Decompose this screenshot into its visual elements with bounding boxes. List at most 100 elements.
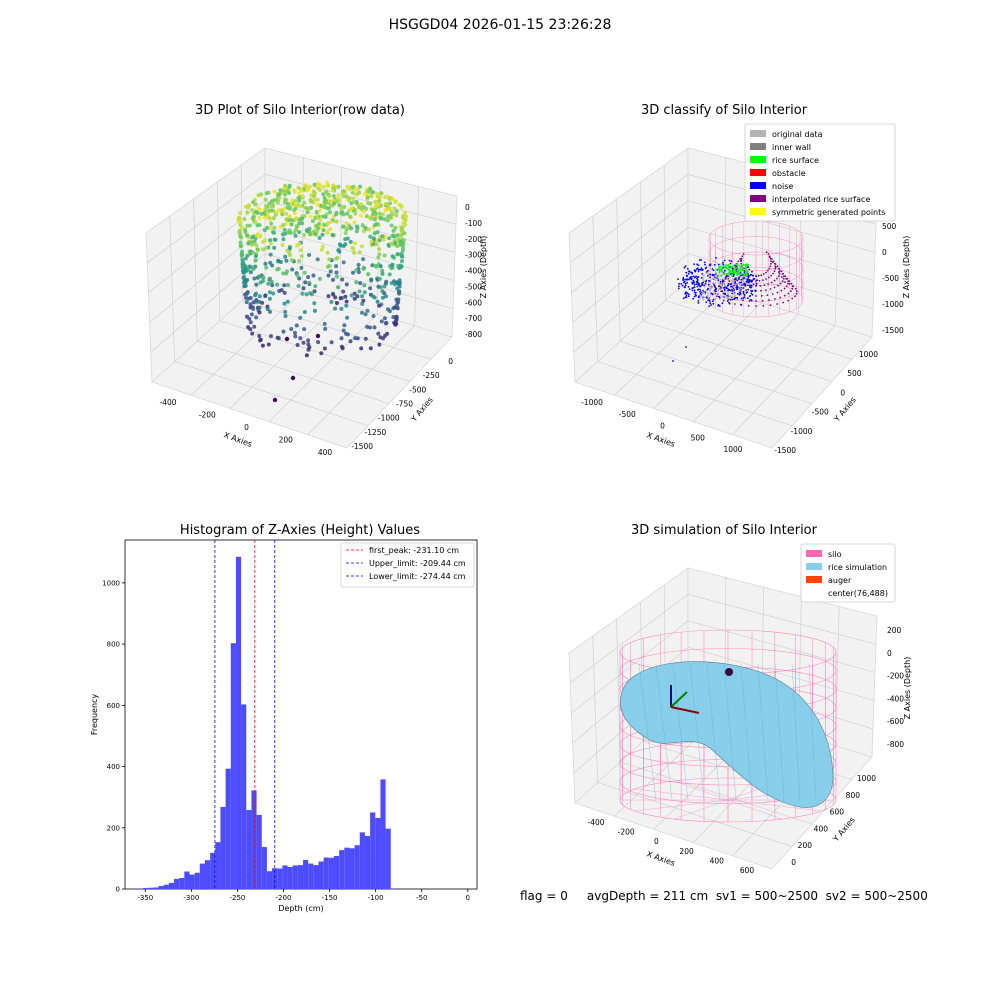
- panel1-point: [248, 302, 253, 307]
- panel2-noise-point: [707, 283, 710, 286]
- panel1-point: [307, 232, 312, 236]
- panel2-noise-point: [697, 288, 700, 291]
- panel1-point: [350, 190, 355, 195]
- panel1-point: [238, 211, 243, 215]
- panel2-noise-point: [733, 274, 735, 276]
- panel4-y-tick: 200: [798, 841, 813, 850]
- panel2-interp-point: [742, 299, 744, 301]
- panel2-noise-point: [712, 274, 714, 277]
- panel1-point: [280, 243, 285, 247]
- panel1-point: [333, 212, 338, 217]
- panel2-y-tick: -500: [812, 408, 829, 417]
- panel2-interp-point: [780, 289, 783, 292]
- hist-legend-label: Upper_limit: -209.44 cm: [369, 559, 466, 568]
- panel4-silo-spoke: [673, 799, 729, 820]
- panel1-gridline: [242, 300, 432, 360]
- panel2-noise-point: [747, 288, 749, 291]
- hist-x-tick: -50: [416, 894, 427, 902]
- panel2-original-point: [732, 281, 735, 283]
- panel4-legend-swatch: [806, 550, 822, 557]
- panel1-point: [267, 296, 272, 301]
- panel2-interp-point: [785, 278, 787, 280]
- panel1-point: [307, 253, 312, 257]
- panel1-point: [334, 219, 339, 224]
- panel1-point: [265, 307, 270, 311]
- panel1-gridline: [149, 226, 266, 323]
- panel4-silo-spoke: [727, 799, 783, 820]
- panel4-z-tick: -400: [887, 694, 904, 703]
- panel1-point: [343, 294, 348, 299]
- panel4-gridline: [687, 646, 875, 701]
- panel1-point: [382, 217, 387, 222]
- panel1-gridline: [146, 174, 266, 264]
- panel1-point: [364, 214, 369, 219]
- panel1-point: [237, 231, 242, 236]
- panel1-point: [307, 345, 312, 350]
- panel2-original-point: [744, 291, 746, 293]
- panel2-noise-point: [716, 269, 719, 271]
- panel4-z-tick: -800: [887, 740, 904, 749]
- panel2-x-tick: -1000: [581, 398, 603, 407]
- panel1-point: [242, 284, 247, 289]
- panel1-point: [344, 282, 349, 287]
- panel1-point: [323, 326, 328, 331]
- panel1-point: [349, 226, 354, 231]
- panel1-point: [303, 280, 308, 285]
- panel2-noise-point: [750, 273, 752, 276]
- panel1-point: [264, 246, 269, 251]
- panel1-point: [354, 268, 358, 273]
- hist-bar: [339, 850, 345, 889]
- panel2-gridline: [692, 313, 799, 422]
- panel1-point: [344, 227, 349, 232]
- panel2-original-point: [713, 277, 715, 280]
- panel1-x-label: X Axies: [222, 430, 253, 449]
- panel2-noise-point: [738, 293, 741, 296]
- panel1-point: [293, 334, 298, 339]
- panel4-surface-mesh: [723, 663, 737, 801]
- panel2-noise-point: [722, 263, 725, 266]
- panel1-point: [394, 297, 399, 302]
- panel2-noise-point: [710, 304, 712, 306]
- panel1-point: [307, 280, 312, 285]
- panel1-point: [339, 206, 344, 211]
- hist-bar: [328, 857, 334, 889]
- panel1-point: [305, 188, 310, 193]
- panel1-x-tick: -400: [159, 398, 176, 407]
- panel1-point: [316, 226, 321, 231]
- panel1-point: [379, 216, 384, 221]
- panel2-original-point: [740, 280, 743, 282]
- panel2-noise-point: [750, 285, 753, 288]
- panel1-point: [331, 198, 336, 203]
- panel2-noise-point: [722, 261, 724, 264]
- panel1-point: [357, 250, 362, 255]
- panel1-point: [328, 210, 332, 215]
- panel1-y-tick: -1250: [365, 428, 387, 437]
- panel1-point: [308, 214, 313, 219]
- panel2-original-point: [740, 287, 742, 290]
- panel2-noise-point: [751, 289, 754, 292]
- panel2-original-point: [731, 297, 734, 300]
- panel4-rice-surface: [620, 661, 834, 808]
- panel1-point: [322, 321, 327, 326]
- panel1-point: [325, 221, 330, 226]
- panel4-legend-swatch: [806, 576, 822, 583]
- panel1-point: [318, 218, 323, 223]
- panel1-point: [375, 222, 380, 227]
- panel1-point: [277, 289, 282, 293]
- panel1-point: [397, 284, 402, 289]
- panel2-noise-point: [755, 275, 758, 278]
- panel2-rice-point: [742, 263, 745, 266]
- panel1-point: [269, 221, 274, 226]
- panel1-point: [326, 273, 331, 278]
- panel1-point: [251, 234, 256, 239]
- panel1-point: [400, 259, 404, 264]
- panel1-point: [392, 305, 397, 310]
- panel2-noise-point: [703, 261, 706, 264]
- panel2-noise-point: [687, 293, 690, 296]
- panel2-noise-point: [696, 267, 699, 270]
- panel4-gridline: [616, 618, 621, 762]
- panel2-interp-point: [779, 296, 782, 299]
- panel1-point: [403, 214, 408, 219]
- panel1-point: [257, 305, 262, 310]
- panel4-silo-spoke: [673, 780, 729, 801]
